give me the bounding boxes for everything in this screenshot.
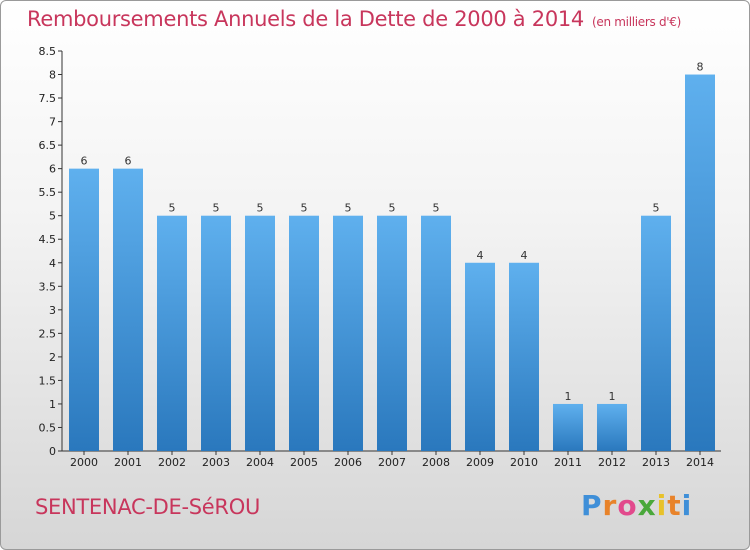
y-tick-label: 4 xyxy=(49,257,56,270)
x-tick-label: 2009 xyxy=(466,456,494,469)
x-tick-label: 2000 xyxy=(70,456,98,469)
chart-subtitle: (en milliers d'€) xyxy=(592,15,682,29)
x-tick-label: 2011 xyxy=(554,456,582,469)
bar xyxy=(641,215,671,451)
x-tick-label: 2007 xyxy=(378,456,406,469)
y-tick-label: 7.5 xyxy=(39,92,57,105)
x-tick-label: 2002 xyxy=(158,456,186,469)
bar xyxy=(245,215,275,451)
logo-letter: i xyxy=(656,489,668,522)
x-tick-label: 2013 xyxy=(642,456,670,469)
x-tick-label: 2003 xyxy=(202,456,230,469)
bar xyxy=(157,215,187,451)
data-label: 5 xyxy=(345,202,352,215)
data-label: 5 xyxy=(213,202,220,215)
y-tick-label: 8 xyxy=(49,69,56,82)
y-tick-label: 5 xyxy=(49,210,56,223)
y-tick-label: 5.5 xyxy=(39,186,57,199)
data-label: 4 xyxy=(521,249,528,262)
bar xyxy=(685,74,715,451)
data-label: 4 xyxy=(477,249,484,262)
data-label: 5 xyxy=(257,202,264,215)
data-label: 5 xyxy=(389,202,396,215)
logo-letter: o xyxy=(617,489,638,522)
x-tick-label: 2008 xyxy=(422,456,450,469)
y-tick-label: 6.5 xyxy=(39,139,57,152)
y-tick-label: 4.5 xyxy=(39,233,57,246)
bar xyxy=(553,403,583,451)
bar xyxy=(597,403,627,451)
title-text: Remboursements Annuels de la Dette de 20… xyxy=(27,7,584,31)
y-tick-label: 0.5 xyxy=(39,421,57,434)
logo-letter: r xyxy=(602,489,618,522)
data-label: 1 xyxy=(609,390,616,403)
y-tick-label: 0 xyxy=(49,445,56,458)
y-tick-label: 2.5 xyxy=(39,327,57,340)
x-tick-label: 2004 xyxy=(246,456,274,469)
proxiti-logo: Proxiti xyxy=(581,489,692,522)
commune-name: SENTENAC-DE-SéROU xyxy=(35,495,261,519)
bar xyxy=(377,215,407,451)
data-label: 5 xyxy=(169,202,176,215)
data-label: 8 xyxy=(697,61,704,74)
data-label: 5 xyxy=(653,202,660,215)
chart-title: Remboursements Annuels de la Dette de 20… xyxy=(27,7,681,31)
x-tick-label: 2014 xyxy=(686,456,714,469)
bar xyxy=(509,262,539,451)
data-label: 5 xyxy=(433,202,440,215)
y-tick-label: 3.5 xyxy=(39,280,57,293)
logo-letter: i xyxy=(681,489,693,522)
x-tick-label: 2001 xyxy=(114,456,142,469)
x-tick-label: 2012 xyxy=(598,456,626,469)
x-tick-label: 2010 xyxy=(510,456,538,469)
logo-letter: t xyxy=(667,489,682,522)
y-tick-label: 6 xyxy=(49,163,56,176)
bar xyxy=(69,168,99,451)
data-label: 1 xyxy=(565,390,572,403)
bar xyxy=(333,215,363,451)
data-label: 5 xyxy=(301,202,308,215)
bar xyxy=(465,262,495,451)
y-tick-label: 1.5 xyxy=(39,374,57,387)
data-label: 6 xyxy=(81,155,88,168)
y-tick-label: 3 xyxy=(49,304,56,317)
bar xyxy=(201,215,231,451)
y-tick-label: 1 xyxy=(49,398,56,411)
bar xyxy=(113,168,143,451)
logo-letter: x xyxy=(637,489,657,522)
x-tick-label: 2005 xyxy=(290,456,318,469)
bar xyxy=(421,215,451,451)
logo-letter: P xyxy=(581,489,603,522)
y-tick-label: 7 xyxy=(49,116,56,129)
y-tick-label: 8.5 xyxy=(39,45,57,58)
bar xyxy=(289,215,319,451)
y-tick-label: 2 xyxy=(49,351,56,364)
x-tick-label: 2006 xyxy=(334,456,362,469)
data-label: 6 xyxy=(125,155,132,168)
